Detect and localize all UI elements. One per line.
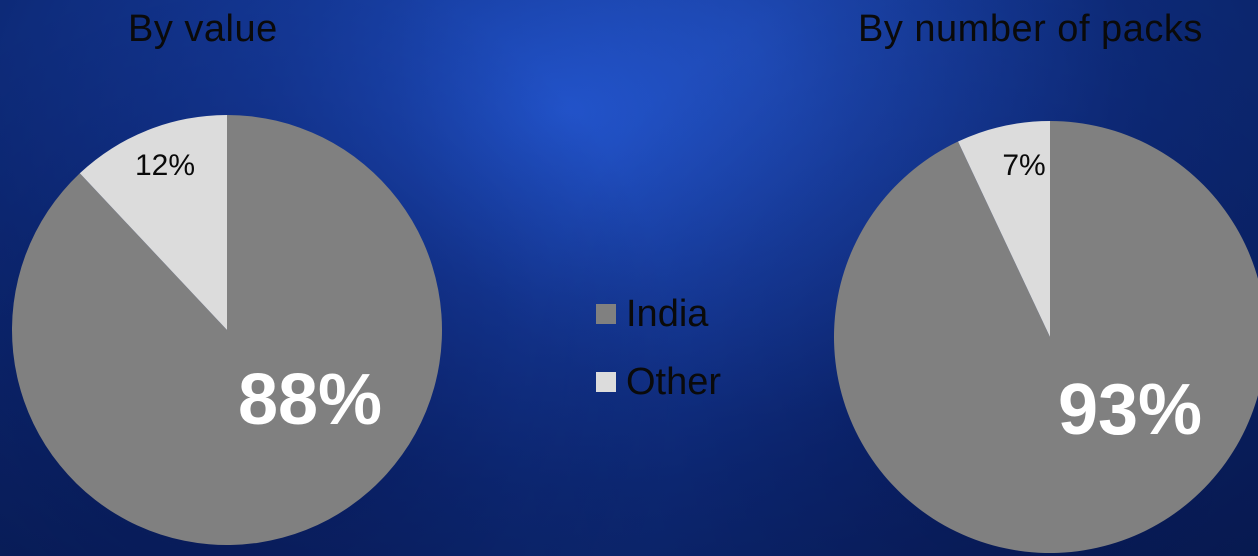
legend-label-india: India: [626, 292, 709, 335]
pie-slice-india: [834, 121, 1258, 553]
legend-label-other: Other: [626, 360, 722, 403]
legend: India Other: [596, 280, 721, 416]
pie-data-label-other: 7%: [1002, 149, 1045, 182]
chart-title-by-packs: By number of packs: [858, 8, 1203, 50]
chart-title-by-value: By value: [128, 8, 278, 50]
legend-item-other: Other: [596, 348, 721, 416]
pie-slice-other: [79, 115, 227, 330]
pie-slice-india: [11, 115, 442, 545]
pie-data-label-other: 12%: [135, 149, 195, 182]
legend-swatch-other: [596, 372, 616, 392]
legend-item-india: India: [596, 280, 721, 348]
pie-data-label-india: 93%: [1058, 370, 1202, 450]
pie-data-label-india: 88%: [238, 360, 382, 440]
legend-swatch-india: [596, 304, 616, 324]
pie-slice-other: [958, 121, 1050, 337]
